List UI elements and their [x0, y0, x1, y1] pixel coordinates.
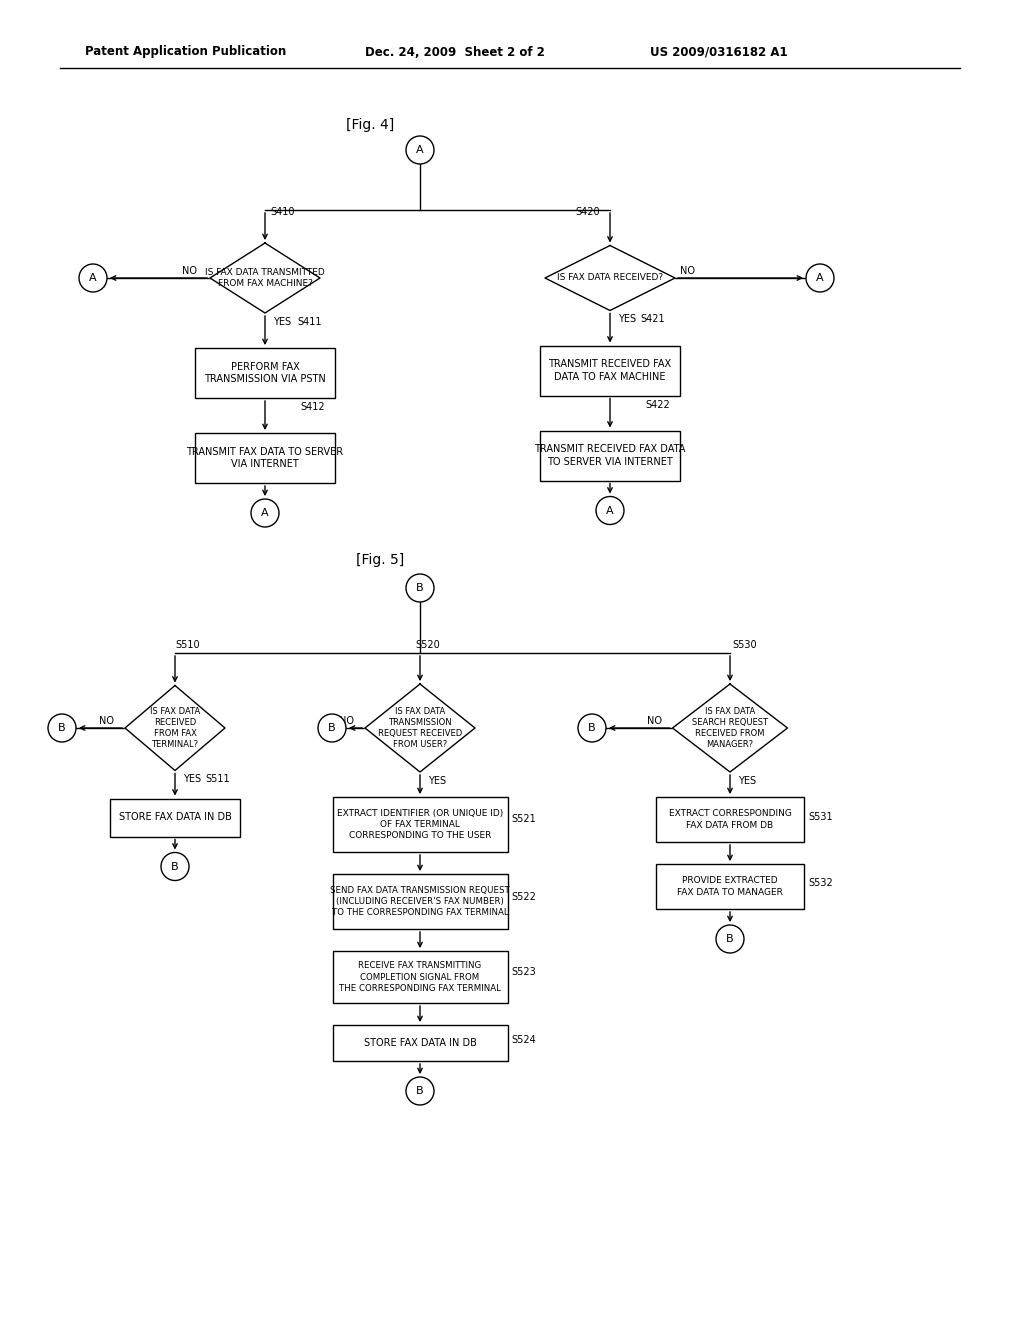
Bar: [540, 430, 680, 480]
Text: NO: NO: [339, 715, 354, 726]
Text: S520: S520: [415, 640, 439, 649]
Text: A: A: [416, 145, 424, 154]
Text: NO: NO: [680, 267, 695, 276]
Text: STORE FAX DATA IN DB: STORE FAX DATA IN DB: [119, 813, 231, 822]
Bar: [110, 799, 240, 837]
Bar: [333, 950, 508, 1003]
Text: RECEIVE FAX TRANSMITTING
COMPLETION SIGNAL FROM
THE CORRESPONDING FAX TERMINAL: RECEIVE FAX TRANSMITTING COMPLETION SIGN…: [339, 961, 501, 993]
Text: B: B: [416, 1086, 424, 1096]
Text: S524: S524: [512, 1035, 537, 1045]
Text: IS FAX DATA RECEIVED?: IS FAX DATA RECEIVED?: [557, 273, 664, 282]
Text: [Fig. 5]: [Fig. 5]: [356, 553, 404, 568]
Bar: [195, 433, 335, 483]
Circle shape: [251, 499, 279, 527]
Circle shape: [578, 714, 606, 742]
Text: S511: S511: [205, 775, 229, 784]
Circle shape: [161, 853, 189, 880]
Text: NO: NO: [182, 267, 197, 276]
Bar: [656, 865, 804, 909]
Bar: [540, 346, 680, 396]
Text: S411: S411: [297, 317, 322, 327]
Circle shape: [48, 714, 76, 742]
Text: S521: S521: [512, 814, 537, 825]
Text: YES: YES: [738, 776, 756, 785]
Circle shape: [596, 496, 624, 524]
Text: TRANSMIT RECEIVED FAX
DATA TO FAX MACHINE: TRANSMIT RECEIVED FAX DATA TO FAX MACHIN…: [549, 359, 672, 381]
Polygon shape: [365, 684, 475, 772]
Circle shape: [406, 1077, 434, 1105]
Text: YES: YES: [428, 776, 446, 785]
Text: B: B: [726, 935, 734, 944]
Text: S523: S523: [512, 968, 537, 977]
Text: S522: S522: [512, 891, 537, 902]
Text: A: A: [606, 506, 613, 516]
Text: A: A: [261, 508, 269, 517]
Text: EXTRACT IDENTIFIER (OR UNIQUE ID)
OF FAX TERMINAL
CORRESPONDING TO THE USER: EXTRACT IDENTIFIER (OR UNIQUE ID) OF FAX…: [337, 809, 503, 840]
Text: TRANSMIT RECEIVED FAX DATA
TO SERVER VIA INTERNET: TRANSMIT RECEIVED FAX DATA TO SERVER VIA…: [535, 445, 686, 467]
Text: S530: S530: [732, 640, 757, 649]
Circle shape: [79, 264, 106, 292]
Text: PROVIDE EXTRACTED
FAX DATA TO MANAGER: PROVIDE EXTRACTED FAX DATA TO MANAGER: [677, 876, 783, 896]
Bar: [195, 348, 335, 399]
Text: SEND FAX DATA TRANSMISSION REQUEST
(INCLUDING RECEIVER'S FAX NUMBER)
TO THE CORR: SEND FAX DATA TRANSMISSION REQUEST (INCL…: [330, 886, 510, 917]
Text: S532: S532: [808, 879, 833, 888]
Text: [Fig. 4]: [Fig. 4]: [346, 117, 394, 132]
Text: B: B: [171, 862, 179, 871]
Circle shape: [716, 925, 744, 953]
Text: US 2009/0316182 A1: US 2009/0316182 A1: [650, 45, 787, 58]
Text: S510: S510: [175, 640, 200, 649]
Text: Dec. 24, 2009  Sheet 2 of 2: Dec. 24, 2009 Sheet 2 of 2: [365, 45, 545, 58]
Text: NO: NO: [99, 715, 114, 726]
Text: B: B: [588, 723, 596, 733]
Polygon shape: [673, 684, 787, 772]
Text: S412: S412: [300, 403, 325, 412]
Text: S421: S421: [640, 314, 665, 325]
Text: YES: YES: [183, 775, 201, 784]
Text: B: B: [416, 583, 424, 593]
Text: Patent Application Publication: Patent Application Publication: [85, 45, 287, 58]
Text: B: B: [328, 723, 336, 733]
Text: YES: YES: [273, 317, 291, 327]
Polygon shape: [210, 243, 319, 313]
Text: NO: NO: [646, 715, 662, 726]
Circle shape: [406, 574, 434, 602]
Bar: [333, 797, 508, 851]
Text: IS FAX DATA
SEARCH REQUEST
RECEIVED FROM
MANAGER?: IS FAX DATA SEARCH REQUEST RECEIVED FROM…: [692, 706, 768, 750]
Text: A: A: [816, 273, 824, 282]
Text: B: B: [58, 723, 66, 733]
Text: IS FAX DATA
TRANSMISSION
REQUEST RECEIVED
FROM USER?: IS FAX DATA TRANSMISSION REQUEST RECEIVE…: [378, 706, 462, 750]
Polygon shape: [545, 246, 675, 310]
Polygon shape: [125, 685, 225, 771]
Text: TRANSMIT FAX DATA TO SERVER
VIA INTERNET: TRANSMIT FAX DATA TO SERVER VIA INTERNET: [186, 446, 344, 469]
Text: EXTRACT CORRESPONDING
FAX DATA FROM DB: EXTRACT CORRESPONDING FAX DATA FROM DB: [669, 809, 792, 829]
Text: S420: S420: [575, 207, 600, 216]
Text: S410: S410: [270, 207, 295, 216]
Text: YES: YES: [618, 314, 636, 325]
Text: PERFORM FAX
TRANSMISSION VIA PSTN: PERFORM FAX TRANSMISSION VIA PSTN: [204, 362, 326, 384]
Circle shape: [806, 264, 834, 292]
Bar: [333, 1026, 508, 1061]
Bar: [333, 874, 508, 929]
Circle shape: [406, 136, 434, 164]
Text: IS FAX DATA
RECEIVED
FROM FAX
TERMINAL?: IS FAX DATA RECEIVED FROM FAX TERMINAL?: [150, 706, 200, 750]
Text: IS FAX DATA TRANSMITTED
FROM FAX MACHINE?: IS FAX DATA TRANSMITTED FROM FAX MACHINE…: [205, 268, 325, 288]
Text: S531: S531: [808, 812, 833, 821]
Text: STORE FAX DATA IN DB: STORE FAX DATA IN DB: [364, 1038, 476, 1048]
Text: A: A: [89, 273, 97, 282]
Circle shape: [318, 714, 346, 742]
Bar: [656, 797, 804, 842]
Text: S422: S422: [645, 400, 670, 409]
